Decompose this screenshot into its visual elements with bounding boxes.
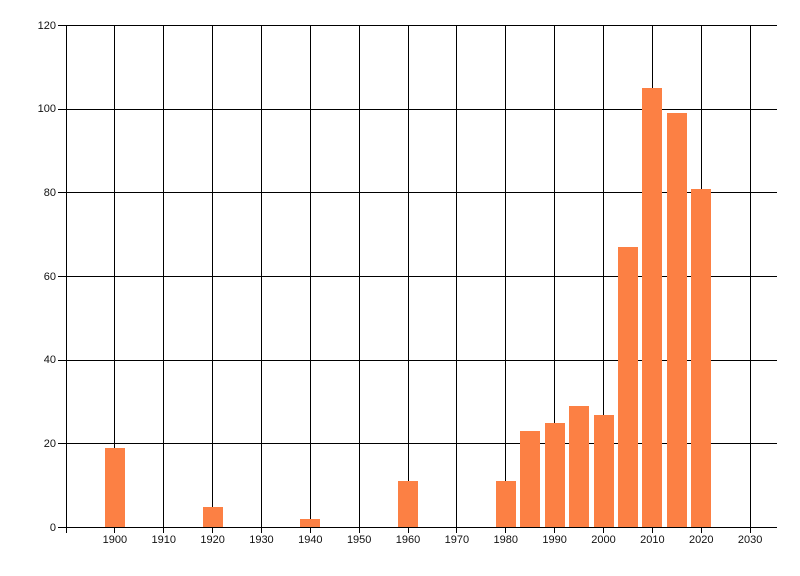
y-tick-label: 80 [43,186,56,199]
x-tick-label: 1940 [298,533,323,546]
bar-1920 [202,506,223,528]
x-gridline [456,25,458,533]
x-tick-label: 1980 [493,533,519,546]
x-gridline [554,25,556,533]
bar-2020 [691,188,712,528]
x-gridline [114,25,116,533]
bar-2015 [666,113,687,528]
bar-2005 [617,247,638,528]
bar-1960 [398,481,419,528]
x-tick-label: 1950 [346,533,372,546]
x-tick-label: 2030 [737,533,763,546]
x-gridline [749,25,751,533]
y-tick-label: 40 [43,354,56,367]
x-tick-label: 1990 [542,533,567,546]
y-tick-label: 60 [43,270,56,283]
x-gridline [603,25,605,533]
bar-2010 [642,88,663,528]
x-gridline [212,25,214,533]
y-tick-label: 20 [43,437,56,450]
x-gridline [505,25,507,533]
bar-1995 [569,406,590,528]
x-tick-label: 1930 [249,533,274,546]
x-gridline [407,25,409,533]
bar-1985 [520,431,541,528]
x-tick-label: 1970 [444,533,470,546]
x-axis-line [58,527,777,528]
y-gridline [58,108,777,110]
x-tick-label: 2000 [591,533,616,546]
y-tick-label: 120 [37,19,56,32]
x-tick-label: 1900 [102,533,128,546]
bar-1990 [544,422,565,528]
y-tick-label: 100 [37,103,56,116]
bar-1980 [495,481,516,528]
bar-1940 [300,519,321,528]
y-gridline [58,25,777,26]
x-gridline [163,25,165,533]
x-tick-label: 1910 [151,533,176,546]
x-tick-label: 2020 [689,533,714,546]
x-gridline [309,25,311,533]
x-tick-label: 1960 [395,533,421,546]
y-tick-label: 0 [49,521,56,534]
x-tick-label: 2010 [640,533,665,546]
x-gridline [260,25,262,533]
bar-1900 [104,448,125,528]
y-axis-line [65,25,67,533]
x-gridline [358,25,360,533]
bar-2000 [593,414,614,528]
x-tick-label: 1920 [200,533,225,546]
y-gridline [58,276,777,277]
y-gridline [58,192,777,194]
y-gridline [58,359,777,361]
y-gridline [58,443,777,445]
